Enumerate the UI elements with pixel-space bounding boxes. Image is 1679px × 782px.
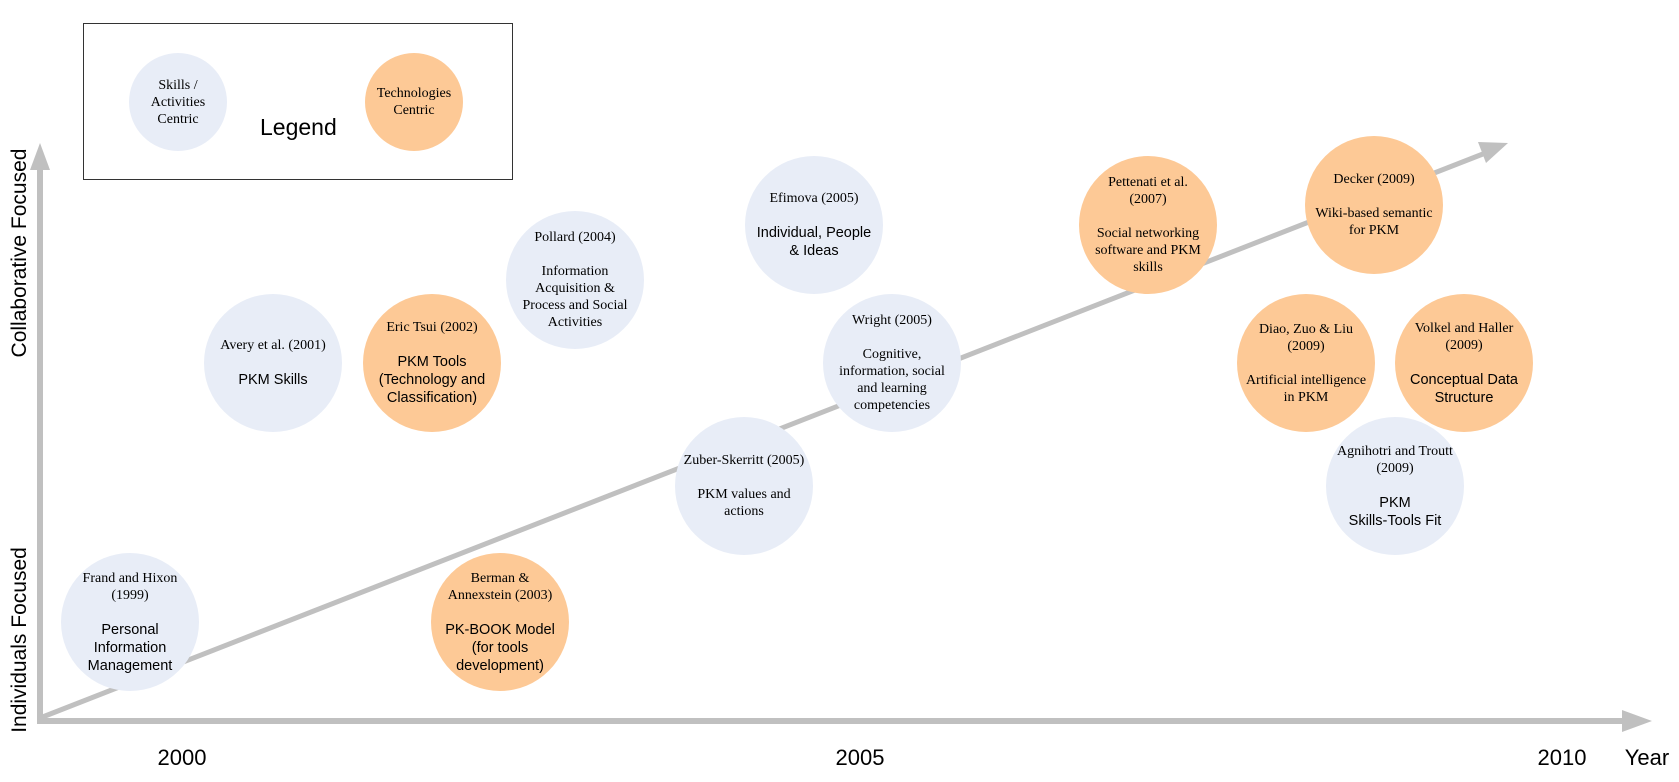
legend-skills-label: Skills / Activities Centric <box>150 77 206 127</box>
node-reference: Frand and Hixon (1999) <box>82 570 178 603</box>
node-description: Artificial intelligence in PKM <box>1245 372 1367 405</box>
trend-arrowhead <box>1478 142 1508 163</box>
node-reference: Agnihotri and Troutt (2009) <box>1337 443 1453 476</box>
node-reference: Efimova (2005) <box>769 191 859 206</box>
node-description: PK-BOOK Model (for tools development) <box>445 621 555 674</box>
node-avery: Avery et al. (2001) PKM Skills <box>204 294 342 432</box>
node-description: Cognitive, information, social and learn… <box>839 347 945 413</box>
node-reference: Berman & Annexstein (2003) <box>447 570 553 603</box>
node-description: PKM Skills-Tools Fit <box>1348 494 1442 529</box>
node-volkel: Volkel and Haller (2009) Conceptual Data … <box>1395 294 1533 432</box>
x-axis-title: Year <box>1624 745 1670 770</box>
node-reference: Wright (2005) <box>852 313 932 328</box>
node-frand-hixon: Frand and Hixon (1999) Personal Informati… <box>61 553 199 691</box>
node-description: Wiki-based semantic for PKM <box>1315 206 1433 238</box>
y-axis-label-collaborative: Collaborative Focused <box>8 148 31 358</box>
node-reference: Volkel and Haller (2009) <box>1414 320 1514 353</box>
node-berman: Berman & Annexstein (2003) PK-BOOK Model … <box>431 553 569 691</box>
node-reference: Eric Tsui (2002) <box>386 320 478 335</box>
node-diao: Diao, Zuo & Liu (2009) Artificial intelli… <box>1237 294 1375 432</box>
node-reference: Pollard (2004) <box>534 230 616 245</box>
node-eric-tsui: Eric Tsui (2002) PKM Tools (Technology an… <box>363 294 501 432</box>
node-efimova: Efimova (2005) Individual, People & Ideas <box>745 156 883 294</box>
node-pollard: Pollard (2004) Information Acquisition & … <box>506 211 644 349</box>
node-reference: Diao, Zuo & Liu (2009) <box>1258 321 1354 354</box>
node-description: Individual, People & Ideas <box>756 225 872 259</box>
node-reference: Pettenati et al. (2007) <box>1108 175 1188 207</box>
legend-title: Legend <box>260 114 337 140</box>
node-pettenati: Pettenati et al. (2007) Social networking… <box>1079 156 1217 294</box>
node-agnihotri: Agnihotri and Troutt (2009) PKM Skills-To… <box>1326 417 1464 555</box>
y-axis-arrowhead <box>30 143 50 170</box>
node-wright: Wright (2005) Cognitive, information, soc… <box>823 294 961 432</box>
node-description: PKM Skills <box>238 372 308 388</box>
node-description: Information Acquisition & Process and So… <box>522 264 628 330</box>
node-reference: Avery et al. (2001) <box>220 338 326 353</box>
legend-tech-circle: Technologies Centric <box>365 53 463 151</box>
node-reference: Zuber-Skerritt (2005) <box>683 453 805 468</box>
node-description: Conceptual Data Structure <box>1409 371 1518 406</box>
node-description: Personal Information Management <box>87 621 173 674</box>
x-tick-2010: 2010 <box>1537 745 1587 770</box>
legend-skills-circle: Skills / Activities Centric <box>129 53 227 151</box>
node-zuber: Zuber-Skerritt (2005) PKM values and acti… <box>675 417 813 555</box>
y-axis-label-individuals: Individuals Focused <box>8 547 31 733</box>
node-description: PKM Tools (Technology and Classification… <box>378 354 486 406</box>
x-tick-2005: 2005 <box>835 745 885 770</box>
x-axis-arrowhead <box>1622 710 1652 732</box>
node-description: Social networking software and PKM skill… <box>1095 226 1201 275</box>
x-tick-2000: 2000 <box>157 745 207 770</box>
node-decker: Decker (2009) Wiki-based semantic for PKM <box>1305 136 1443 274</box>
node-reference: Decker (2009) <box>1333 172 1415 187</box>
legend-tech-label: Technologies Centric <box>376 86 452 118</box>
node-description: PKM values and actions <box>697 487 791 519</box>
